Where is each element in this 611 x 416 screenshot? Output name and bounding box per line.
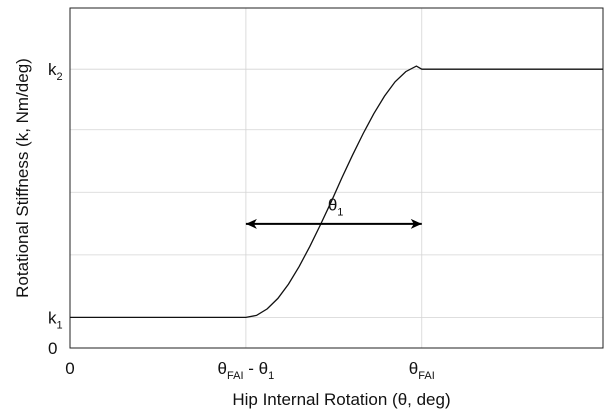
x-tick-label: θFAI - θ1 <box>218 359 275 382</box>
y-tick-label: k2 <box>48 60 63 83</box>
arrow-head-right <box>410 218 422 229</box>
y-axis-label: Rotational Stiffness (k, Nm/deg) <box>13 58 32 298</box>
x-axis-label: Hip Internal Rotation (θ, deg) <box>232 390 450 409</box>
grid <box>70 8 603 348</box>
range-label: θ1 <box>328 195 344 218</box>
x-tick-label: 0 <box>65 359 74 378</box>
y-tick-labels: 0 k1 k2 <box>48 60 63 358</box>
plot-frame <box>69 7 604 349</box>
y-tick-label: k1 <box>48 308 63 331</box>
x-tick-label: θFAI <box>409 359 435 382</box>
x-tick-labels: 0 θFAI - θ1 θFAI <box>65 359 435 382</box>
series-layer <box>70 65 603 319</box>
arrow-head-left <box>245 218 257 229</box>
annotation: θ1 <box>245 195 422 229</box>
y-tick-label: 0 <box>48 339 57 358</box>
stiffness-curve <box>70 65 603 319</box>
